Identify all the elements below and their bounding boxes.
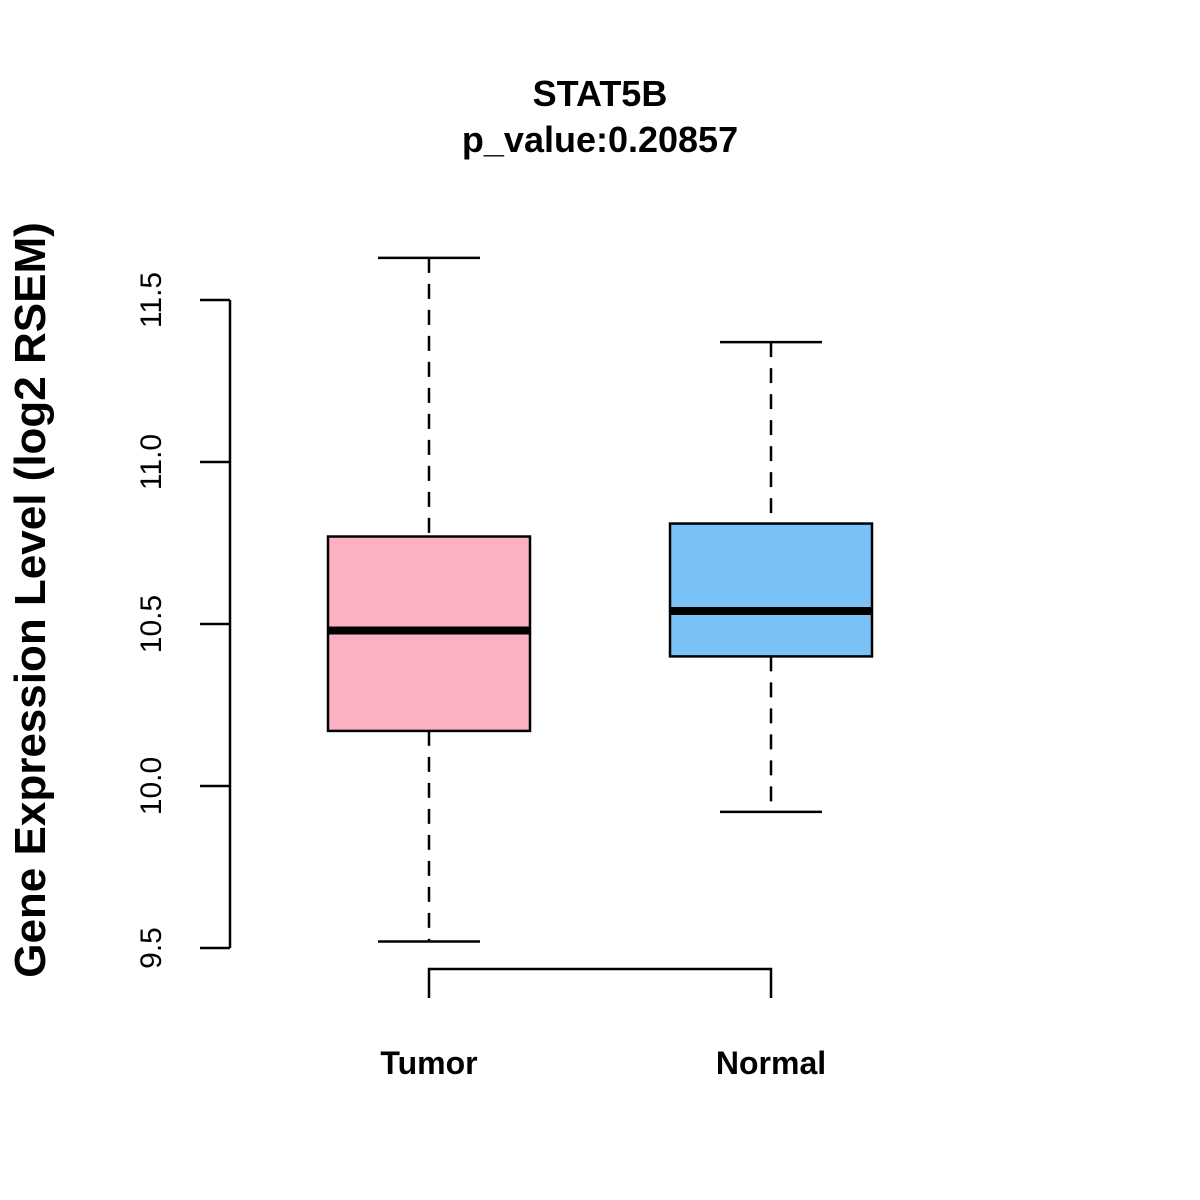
y-axis: 9.5 10.0 10.5 11.0 11.5 xyxy=(135,272,232,969)
normal-iqr-box xyxy=(668,522,874,658)
y-tick-label-2: 10.5 xyxy=(135,595,168,653)
y-tick-label-3: 11.0 xyxy=(135,434,168,490)
y-tick-label-1: 10.0 xyxy=(135,757,168,815)
x-category-label-tumor: Tumor xyxy=(380,1045,477,1081)
y-tick-label-0: 9.5 xyxy=(135,927,168,969)
box-group xyxy=(326,256,874,943)
x-category-label-normal: Normal xyxy=(716,1045,826,1081)
box-tumor xyxy=(326,256,532,943)
chart-subtitle: p_value:0.20857 xyxy=(462,119,738,160)
y-axis-label: Gene Expression Level (log2 RSEM) xyxy=(6,222,55,978)
chart-title: STAT5B xyxy=(533,73,668,114)
comparison-bracket xyxy=(427,967,773,998)
y-tick-label-4: 11.5 xyxy=(135,272,168,328)
category-labels: Tumor Normal xyxy=(380,1045,826,1081)
bracket-line xyxy=(427,967,773,998)
box-normal xyxy=(668,340,874,814)
